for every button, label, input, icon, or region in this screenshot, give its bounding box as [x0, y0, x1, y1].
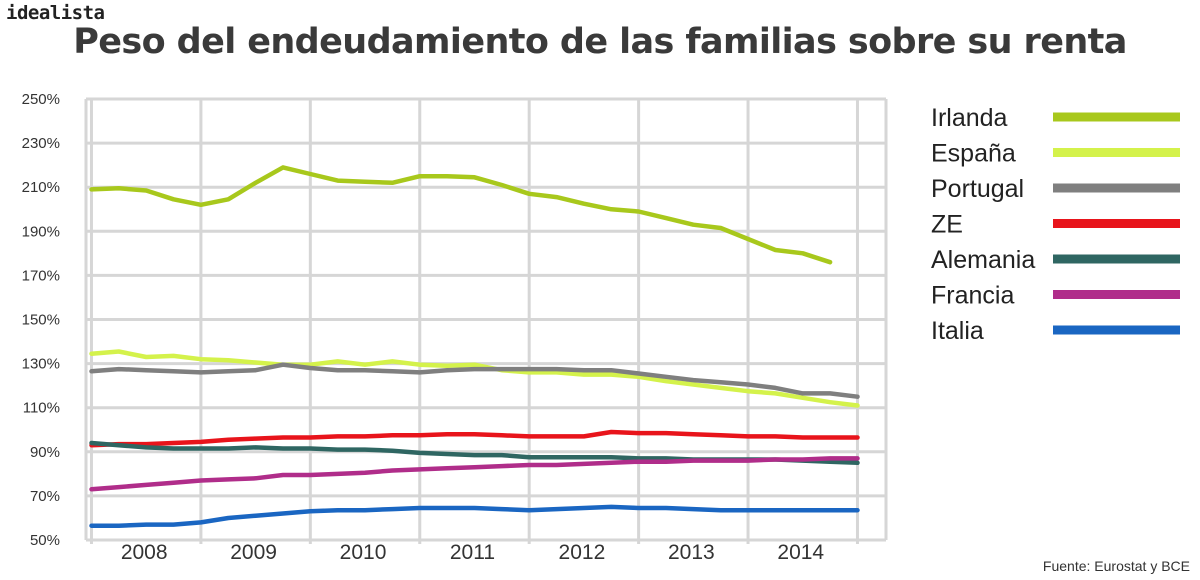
- series-line-italia: [89, 504, 860, 528]
- x-tick-label: 2009: [230, 541, 277, 564]
- y-tick-label: 50%: [30, 532, 60, 549]
- legend-label: España: [931, 140, 1016, 168]
- x-tick-label: 2013: [668, 541, 715, 564]
- y-tick-label: 170%: [22, 267, 60, 284]
- x-tick-label: 2014: [777, 541, 824, 564]
- x-tick-label: 2011: [450, 541, 495, 564]
- y-tick-label: 70%: [30, 488, 60, 505]
- legend-label: Alemania: [931, 246, 1035, 274]
- legend-label: Francia: [931, 282, 1014, 310]
- legend-label: Irlanda: [931, 104, 1008, 132]
- y-tick-label: 110%: [23, 400, 60, 417]
- y-tick-label: 210%: [22, 179, 60, 196]
- series-line-ze: [89, 429, 860, 448]
- series-line-españa: [89, 349, 860, 408]
- plot-lines: [89, 165, 860, 528]
- series-line-francia: [89, 456, 860, 492]
- y-tick-label: 130%: [22, 356, 60, 373]
- y-tick-label: 90%: [30, 444, 60, 461]
- series-line-irlanda: [89, 165, 833, 265]
- legend-label: Italia: [931, 317, 984, 345]
- x-tick-label: 2008: [121, 541, 168, 564]
- legend: Irlanda España Portugal ZE Alemania Francia It…: [931, 104, 1180, 345]
- chart-title: Peso del endeudamiento de las familias s…: [73, 22, 1127, 62]
- x-tick-label: 2012: [559, 541, 606, 564]
- series-line-portugal: [89, 362, 860, 399]
- y-axis: 50% 70% 90% 110% 130% 150% 170% 190% 210% 230% 250…: [22, 91, 60, 549]
- brand-logo: idealista: [6, 2, 105, 24]
- y-tick-label: 230%: [22, 135, 60, 152]
- y-tick-label: 190%: [22, 223, 60, 240]
- y-tick-label: 250%: [22, 91, 60, 108]
- legend-label: ZE: [931, 211, 963, 239]
- x-tick-label: 2010: [340, 541, 387, 564]
- x-axis: 2008 2009 2010 2011 2012 2013 2014: [121, 541, 825, 564]
- grid: [84, 97, 888, 544]
- y-tick-label: 150%: [22, 312, 60, 329]
- source-note: Fuente: Eurostat y BCE: [1042, 558, 1190, 574]
- legend-label: Portugal: [931, 175, 1024, 203]
